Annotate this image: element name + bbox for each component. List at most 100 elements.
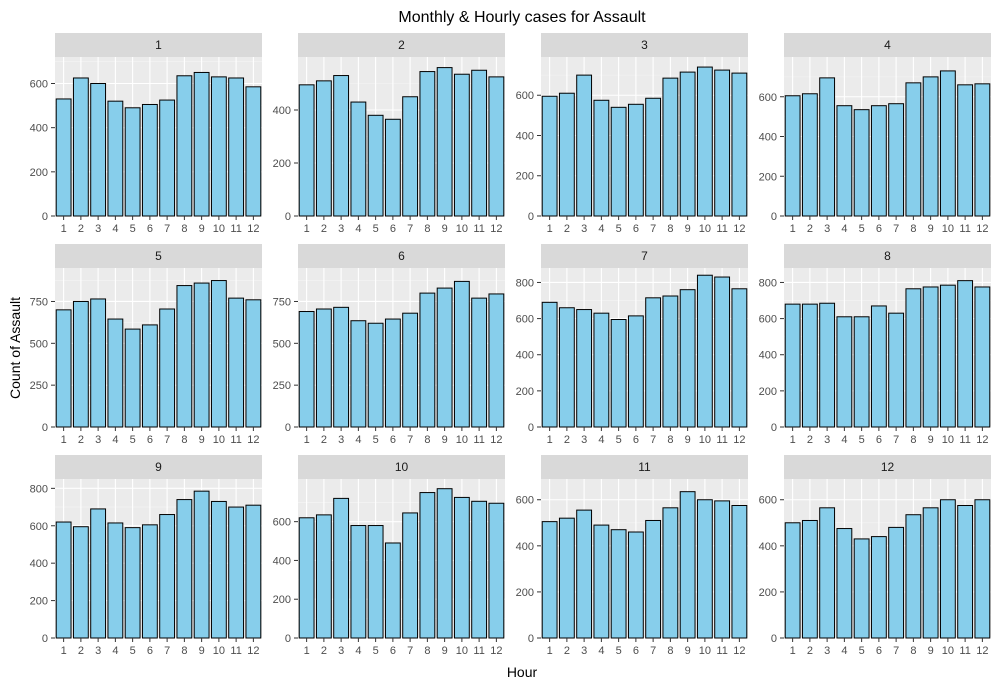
x-tick-label: 11 [230,223,241,235]
facet-strip-label: 1 [155,38,162,52]
facet-strip [541,33,748,57]
y-tick-label: 600 [516,90,534,102]
y-tick-label: 0 [285,211,291,223]
y-tick-label: 200 [759,386,777,398]
facet-strip-label: 9 [155,460,162,474]
x-tick-label: 10 [456,645,468,657]
y-tick-label: 400 [516,350,534,362]
x-axis-title: Hour [507,664,538,680]
panel-background [541,479,748,638]
bar [957,505,974,639]
bar [922,286,939,428]
facet-strip [541,244,748,268]
bar [974,83,991,217]
bar [228,297,245,428]
x-tick-label: 7 [164,223,170,235]
y-tick-label: 400 [759,132,777,144]
x-tick-label: 8 [424,645,430,657]
bar [159,308,176,428]
bar [453,280,470,428]
x-tick-label: 7 [407,434,413,446]
bar [402,512,419,639]
x-tick-label: 8 [424,223,430,235]
x-tick-label: 8 [181,434,187,446]
facet-strip [55,244,262,268]
x-tick-label: 6 [390,645,396,657]
facet-strip-label: 2 [398,38,405,52]
bar [801,303,818,428]
bar [141,524,158,639]
facet-strip-label: 3 [641,38,648,52]
bar [541,301,558,428]
x-tick-label: 1 [304,223,310,235]
bar [315,514,332,639]
y-tick-label: 0 [771,422,777,434]
bar [419,71,436,217]
y-tick-label: 200 [759,171,777,183]
bar [141,103,158,217]
x-tick-label: 9 [442,645,448,657]
x-tick-label: 5 [130,223,136,235]
x-tick-label: 3 [824,223,830,235]
x-tick-label: 2 [321,645,327,657]
x-tick-label: 8 [667,223,673,235]
bar [627,103,644,217]
y-tick-label: 200 [516,386,534,398]
y-tick-label: 600 [516,495,534,507]
x-tick-label: 5 [859,434,865,446]
bar [402,96,419,217]
bar [731,288,748,428]
y-tick-label: 600 [759,92,777,104]
panel-background [541,57,748,216]
x-tick-label: 12 [733,645,745,657]
y-tick-label: 0 [285,422,291,434]
bar [888,526,905,639]
y-tick-label: 750 [273,296,291,308]
x-tick-label: 4 [355,434,361,446]
x-tick-label: 12 [733,434,745,446]
bar [627,531,644,639]
x-tick-label: 9 [199,223,205,235]
x-tick-label: 1 [547,434,553,446]
bar [159,514,176,639]
x-tick-label: 10 [699,223,711,235]
bar [696,66,713,217]
x-tick-label: 7 [893,645,899,657]
x-tick-label: 9 [199,434,205,446]
bar [55,98,72,217]
bar [193,490,210,639]
bar [870,536,887,639]
panel-background [55,268,262,427]
bar [939,499,956,639]
panel-background [298,479,505,638]
x-tick-label: 8 [181,223,187,235]
x-tick-label: 4 [112,434,118,446]
bar [714,500,731,639]
bar [419,492,436,639]
bar [957,280,974,428]
bar [853,109,870,217]
x-tick-label: 1 [61,223,67,235]
y-tick-label: 500 [30,338,48,350]
x-tick-label: 2 [321,223,327,235]
y-tick-label: 600 [759,314,777,326]
x-tick-label: 11 [716,434,727,446]
y-tick-label: 400 [273,105,291,117]
x-tick-label: 5 [373,434,379,446]
y-tick-label: 200 [759,587,777,599]
x-tick-label: 1 [790,223,796,235]
x-tick-label: 7 [893,223,899,235]
y-tick-label: 600 [516,314,534,326]
x-tick-label: 6 [147,434,153,446]
x-tick-label: 11 [473,645,484,657]
bar [714,276,731,428]
x-tick-label: 12 [490,223,502,235]
bar [315,80,332,217]
x-tick-label: 2 [564,645,570,657]
bar [696,499,713,639]
bar [333,306,350,428]
bar [679,289,696,428]
